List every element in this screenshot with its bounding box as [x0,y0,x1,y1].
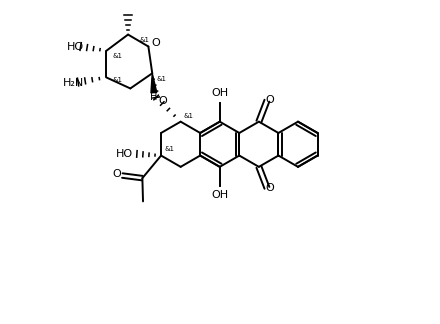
Text: HO: HO [116,149,133,159]
Text: &1: &1 [113,53,123,59]
Text: O: O [266,183,275,193]
Text: O: O [266,95,275,105]
Text: H: H [150,92,158,102]
Text: &1: &1 [156,76,166,82]
Text: HO: HO [67,41,84,52]
Polygon shape [151,73,157,93]
Text: OH: OH [211,88,228,98]
Text: OH: OH [211,190,228,200]
Text: &1: &1 [113,77,123,83]
Text: O: O [151,38,160,48]
Text: O: O [158,96,167,106]
Text: H₂N: H₂N [62,78,84,88]
Text: &1: &1 [165,146,175,152]
Text: &1: &1 [139,37,149,43]
Text: &1: &1 [184,113,194,119]
Text: O: O [112,169,121,179]
